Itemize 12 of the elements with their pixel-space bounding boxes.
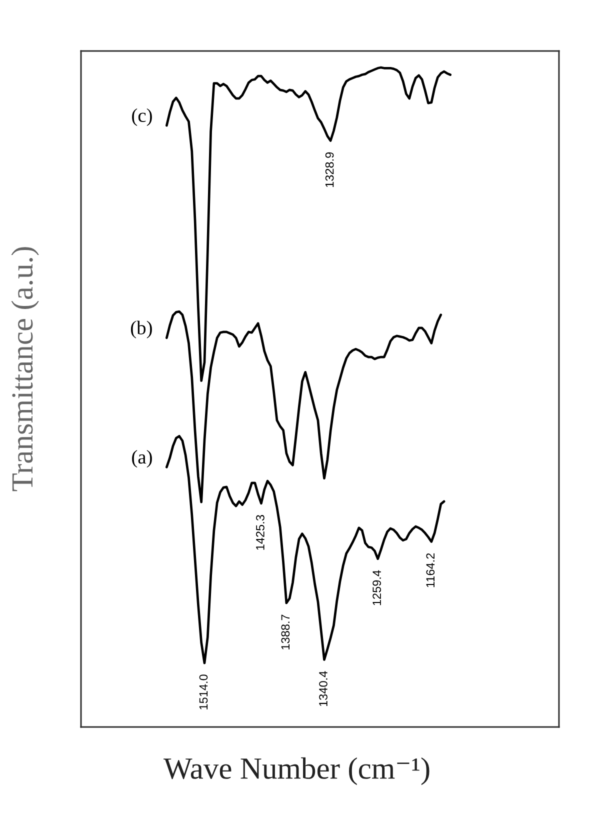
annotation: 1388.7 [281,614,290,650]
series-label: (a) [132,450,152,468]
annotation: 1164.2 [426,553,435,588]
x-axis-title: Wave Number (cm⁻¹) [163,757,430,786]
annotation: 1340.4 [319,671,328,706]
series-label: (b) [130,320,152,338]
annotation: 1425.3 [256,515,264,550]
annotation: 1514.0 [199,674,208,710]
annotation: 1259.4 [372,570,381,606]
y-axis-title: Transmittance (a.u.) [11,247,39,492]
series-label: (c) [132,108,152,126]
annotation: 1328.9 [325,152,334,188]
